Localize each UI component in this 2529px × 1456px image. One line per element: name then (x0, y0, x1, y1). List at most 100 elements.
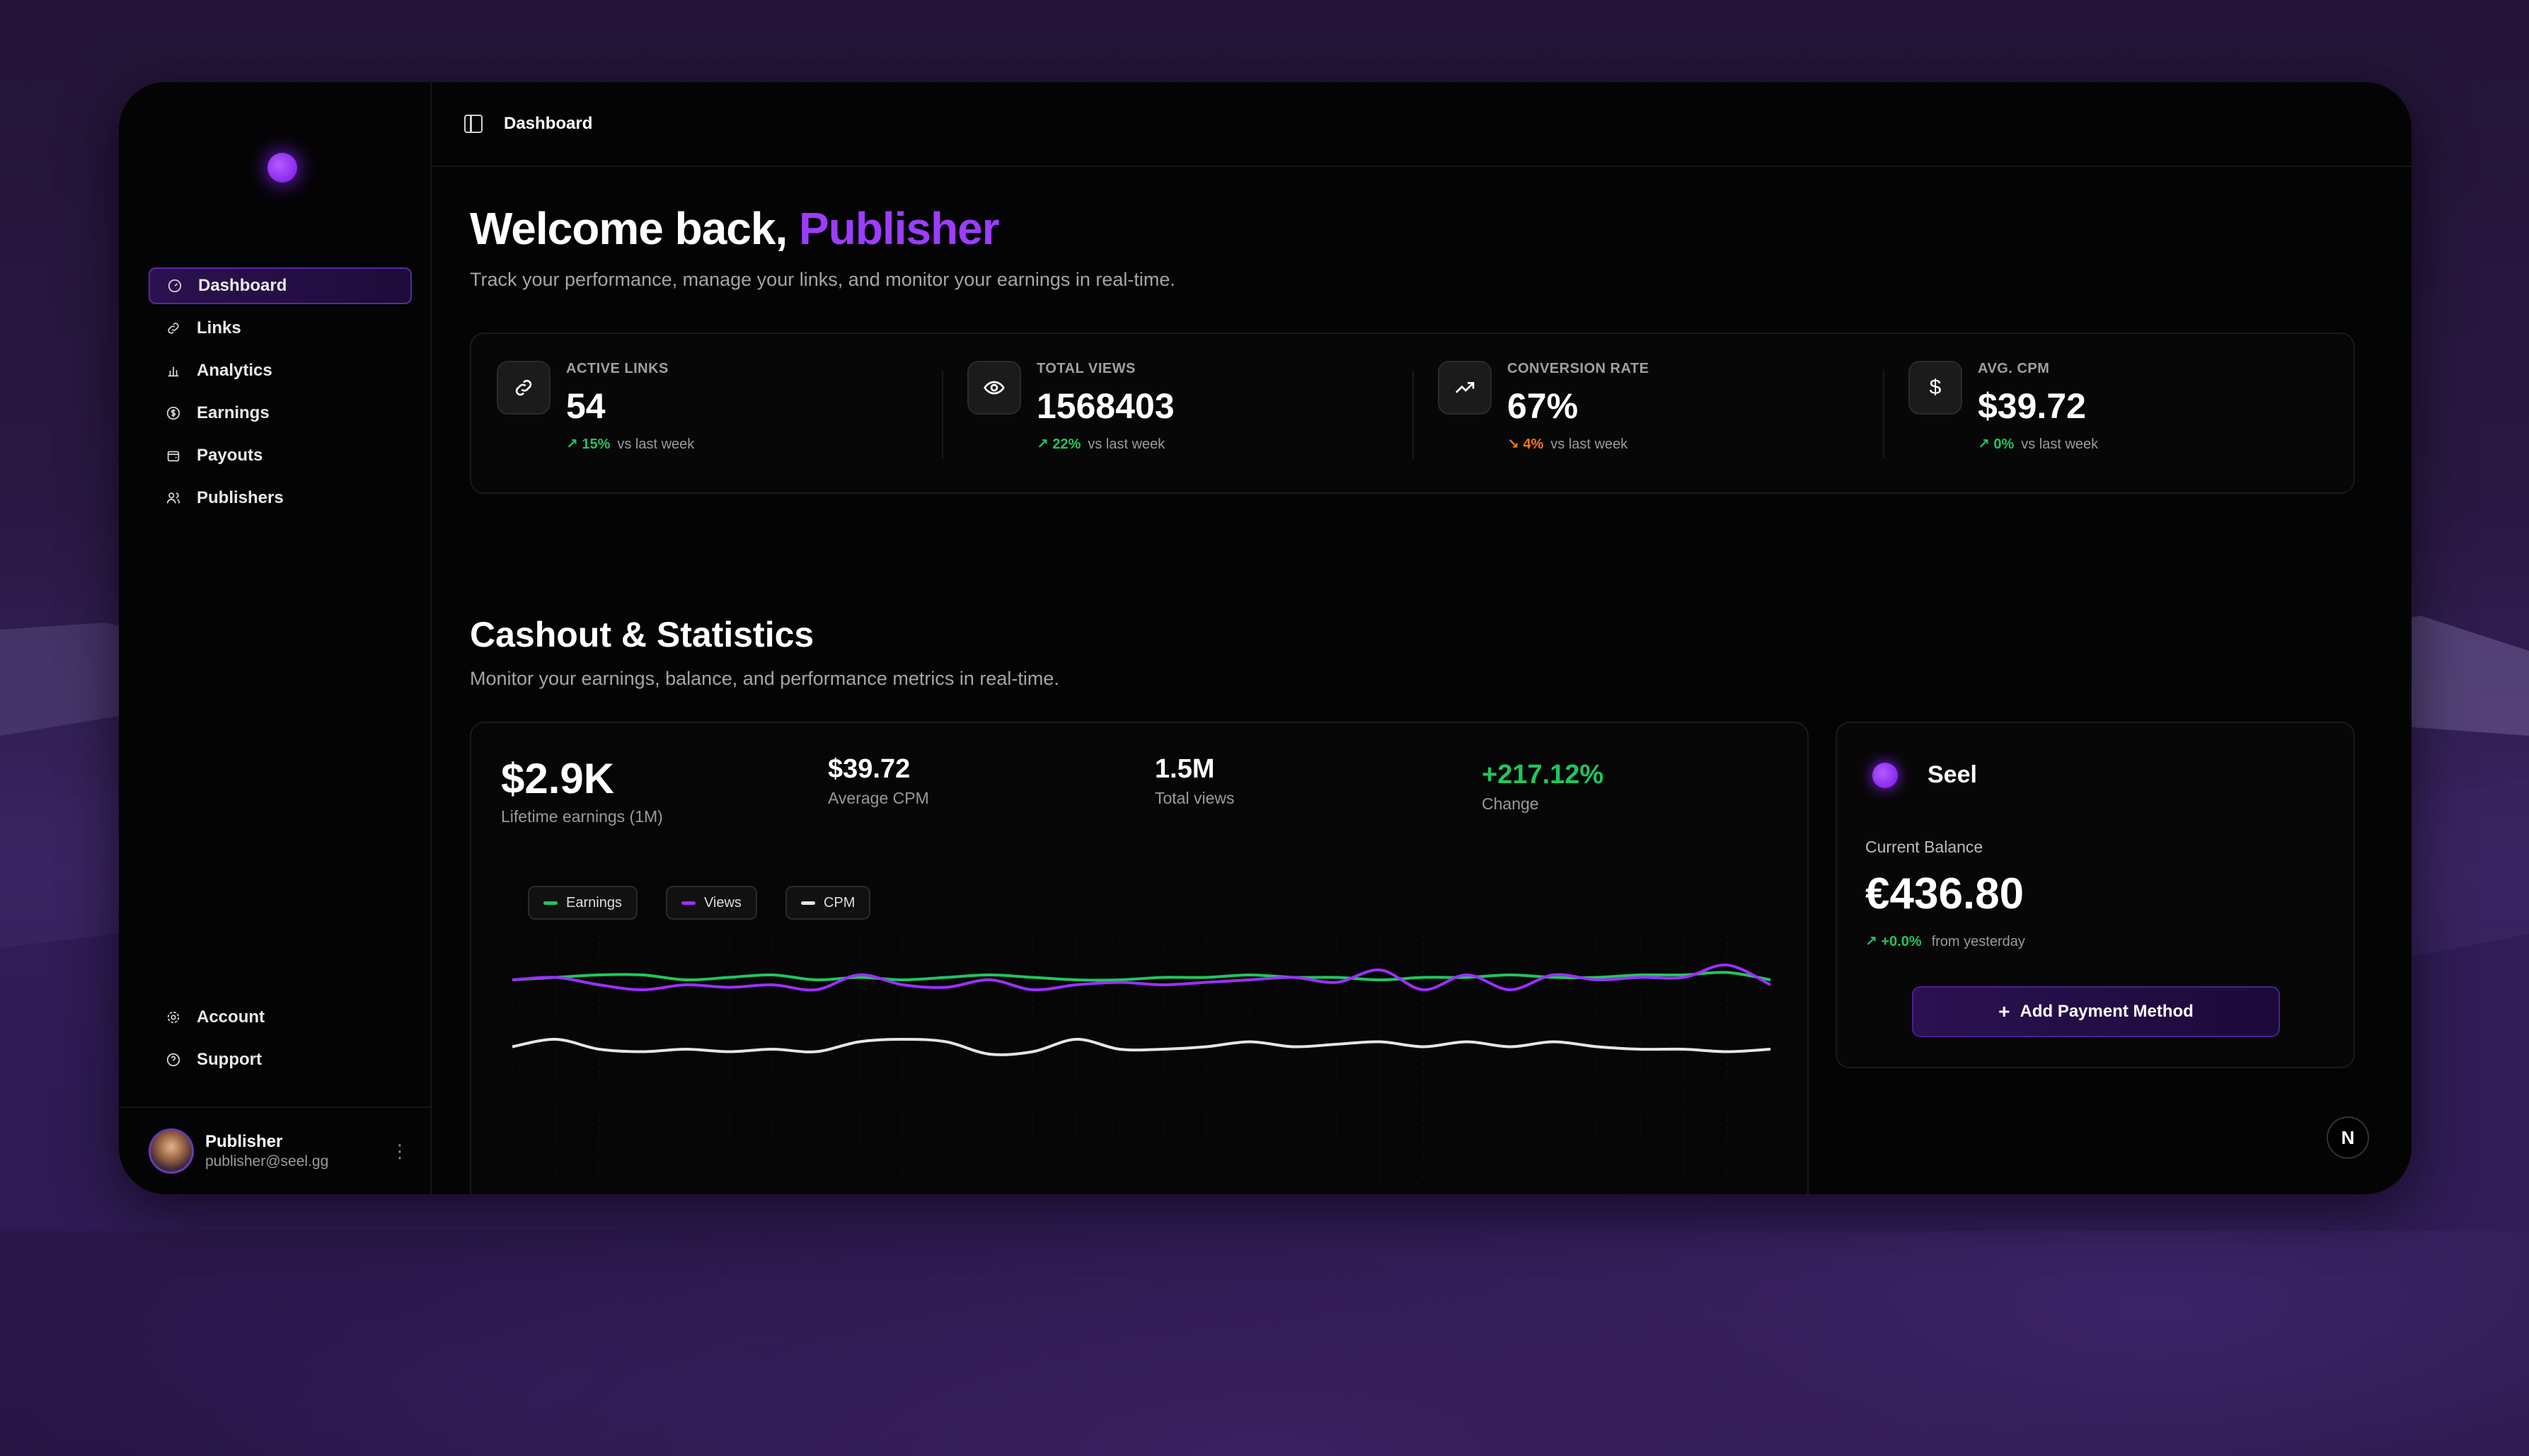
x-tick-label: Dec 11 (926, 1193, 967, 1194)
balance-value: €436.80 (1865, 869, 2024, 918)
legend-views[interactable]: Views (665, 886, 757, 920)
add-payment-method-button[interactable]: + Add Payment Method (1912, 986, 2280, 1037)
line-chart (512, 935, 1771, 1183)
x-axis-labels: Dec 1 Dec 3 Dec 4 Dec 5 Dec 6 Dec 7 Dec 8 Dec 9… (471, 1193, 1810, 1194)
eye-icon (967, 361, 1021, 415)
link-icon (164, 319, 183, 337)
sidebar-item-earnings[interactable]: Earnings (149, 395, 412, 432)
stat-change-value: 0% (1993, 437, 2015, 452)
sidebar-item-analytics[interactable]: Analytics (149, 352, 412, 389)
sidebar-item-label: Dashboard (198, 276, 287, 295)
sidebar-item-label: Links (197, 318, 241, 337)
sidebar-item-label: Analytics (197, 361, 272, 380)
logo[interactable] (267, 153, 297, 183)
stat-change-value: 4% (1523, 437, 1544, 452)
stat-conversion-rate: CONVERSION RATE 67% ↘ 4% vs last week (1412, 334, 1883, 492)
wallet-brand: Seel (1928, 761, 1977, 788)
sidebar-item-support[interactable]: Support (149, 1041, 412, 1078)
more-icon[interactable]: ⋮ (391, 1140, 409, 1162)
kpi-change: +217.12% Change (1482, 760, 1603, 814)
balance-card: Seel Current Balance €436.80 ↗ +0.0% from… (1836, 722, 2355, 1068)
avatar (149, 1128, 194, 1174)
legend-label: CPM (823, 894, 856, 911)
x-tick-label: Dec 25 (1532, 1193, 1574, 1194)
stat-total-views: TOTAL VIEWS 1568403 ↗ 22% vs last week (942, 334, 1412, 492)
sidebar: Dashboard Links Analytics Earnings Payou… (119, 82, 432, 1194)
trending-up-icon (1438, 361, 1492, 415)
help-icon (164, 1051, 183, 1069)
link-icon (497, 361, 551, 415)
user-email: publisher@seel.gg (205, 1153, 329, 1169)
kpi-value: +217.12% (1482, 760, 1604, 790)
legend-earnings[interactable]: Earnings (528, 886, 638, 920)
x-tick-label: Dec 1 (495, 1193, 530, 1194)
wallet-icon (164, 446, 183, 465)
seel-logo (1872, 763, 1898, 788)
breadcrumb: Dashboard (504, 114, 593, 133)
series-line-earnings (512, 971, 1771, 982)
sidebar-item-links[interactable]: Links (149, 310, 412, 347)
stat-value: 1568403 (1037, 386, 1175, 426)
kpi-label: Change (1482, 795, 1539, 813)
sidebar-toggle-icon[interactable] (464, 115, 483, 133)
stat-change-suffix: vs last week (2021, 437, 2099, 452)
dollar-circle-icon (164, 404, 183, 422)
n-badge[interactable]: N (2327, 1116, 2369, 1159)
kpi-total-views: 1.5M Total views (1155, 754, 1234, 808)
x-tick-label: Dec 19 (1272, 1193, 1314, 1194)
balance-label: Current Balance (1865, 838, 1983, 856)
sidebar-item-account[interactable]: Account (149, 999, 412, 1036)
stat-change-value: 15% (582, 437, 611, 452)
sidebar-item-dashboard[interactable]: Dashboard (149, 267, 412, 304)
kpi-label: Average CPM (828, 789, 929, 807)
plus-icon: + (1998, 1000, 2010, 1022)
button-label: Add Payment Method (2020, 1002, 2194, 1021)
kpi-value: $2.9K (501, 755, 615, 802)
sidebar-item-payouts[interactable]: Payouts (149, 437, 412, 474)
sidebar-item-label: Payouts (197, 446, 263, 465)
x-tick-label: Dec 9 (842, 1193, 877, 1194)
x-tick-label: Dec 6 (712, 1193, 747, 1194)
stat-change: ↗ 0% vs last week (1978, 437, 2099, 452)
stat-change-suffix: vs last week (1088, 437, 1165, 452)
x-tick-label: Dec 17 (1185, 1193, 1228, 1194)
x-tick-label: Dec 7 (755, 1193, 790, 1194)
chart-legend: Earnings Views CPM (528, 886, 871, 920)
sidebar-item-publishers[interactable]: Publishers (149, 480, 412, 516)
kpi-value: $39.72 (828, 754, 911, 784)
page-title: Welcome back, Publisher (470, 202, 1000, 255)
gear-icon (164, 1008, 183, 1027)
kpi-average-cpm: $39.72 Average CPM (828, 754, 929, 808)
x-tick-label: Dec 27 (1619, 1193, 1661, 1194)
stat-change: ↘ 4% vs last week (1507, 437, 1628, 452)
x-tick-label: Dec 23 (1446, 1193, 1488, 1194)
x-tick-label: Dec 21 (1359, 1193, 1401, 1194)
stat-label: TOTAL VIEWS (1037, 361, 1136, 376)
welcome-name: Publisher (799, 203, 1000, 254)
kpi-lifetime-earnings: $2.9K Lifetime earnings (1M) (501, 754, 663, 826)
statistics-chart-card: $2.9K Lifetime earnings (1M) $39.72 Aver… (470, 722, 1809, 1194)
x-tick-label: Dec 13 (1012, 1193, 1054, 1194)
app-window: Dashboard Links Analytics Earnings Payou… (119, 82, 2412, 1194)
kpi-label: Total views (1155, 789, 1235, 807)
series-line-cpm (512, 1037, 1771, 1056)
users-icon (164, 489, 183, 507)
sidebar-item-label: Publishers (197, 488, 284, 507)
welcome-text: Welcome back, (470, 203, 788, 254)
series-line-views (512, 963, 1771, 992)
user-name: Publisher (205, 1132, 283, 1151)
balance-change-value: +0.0% (1881, 934, 1922, 949)
stat-change-suffix: vs last week (1550, 437, 1628, 452)
page-subtitle: Track your performance, manage your link… (470, 269, 1175, 290)
stat-change: ↗ 22% vs last week (1037, 437, 1165, 452)
legend-cpm[interactable]: CPM (785, 886, 871, 920)
x-tick-label: Dec 30 (1749, 1193, 1792, 1194)
sidebar-item-label: Earnings (197, 403, 270, 422)
stat-change-suffix: vs last week (617, 437, 695, 452)
topbar: Dashboard (432, 82, 2412, 167)
stat-label: AVG. CPM (1978, 361, 2050, 376)
stats-row: ACTIVE LINKS 54 ↗ 15% vs last week TOTAL … (470, 333, 2355, 494)
user-profile[interactable]: Publisher publisher@seel.gg ⋮ (119, 1107, 432, 1194)
balance-change-suffix: from yesterday (1931, 934, 2025, 949)
x-tick-label: Dec 15 (1098, 1193, 1141, 1194)
